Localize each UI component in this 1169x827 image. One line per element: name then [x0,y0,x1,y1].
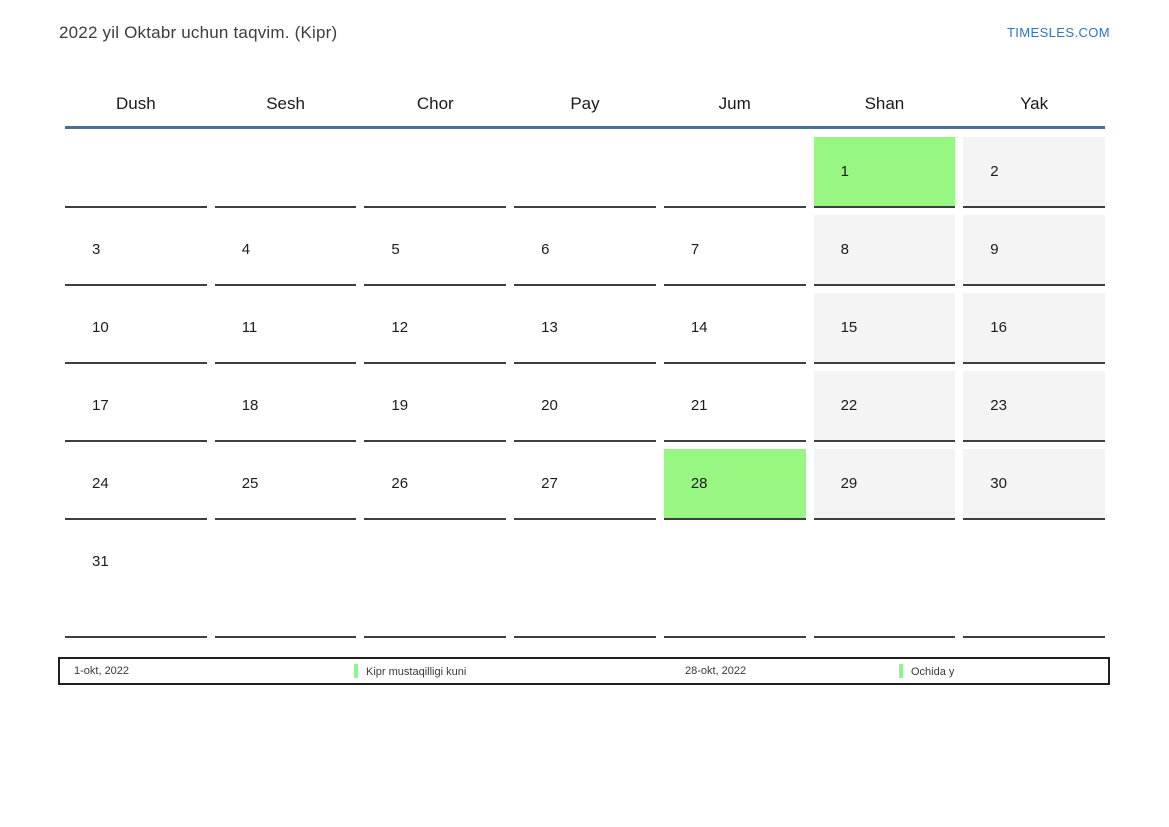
day-number: 29 [840,475,858,492]
day-cell-14: 14 [663,293,806,364]
day-cell-28: 28 [663,449,806,520]
day-number: 2 [990,163,999,180]
day-number: 7 [690,241,700,258]
day-cell-10: 10 [65,293,207,364]
day-number: 20 [541,397,558,414]
top-bar: 2022 yil Oktabr uchun taqvim. (Kipr) TIM… [0,0,1169,45]
day-cell-29: 29 [813,449,956,520]
day-number: 6 [541,241,550,258]
day-cell-31: 31 [65,527,207,638]
weekday-header-jum: Jum [718,93,751,113]
day-cell-16: 16 [963,293,1105,364]
holiday-marker-icon [899,664,903,678]
calendar-grid: 1 2 3 4 5 6 7 8 9 10 11 12 13 14 15 16 17 18 19 20 21 22 23 24 2… [65,137,1105,638]
day-cell-26: 26 [364,449,507,520]
day-number: 22 [840,397,858,414]
day-number: 16 [990,319,1007,336]
day-cell-25: 25 [214,449,357,520]
day-cell-27: 27 [514,449,656,520]
day-cell-empty [514,527,656,638]
day-number: 23 [990,397,1007,414]
day-cell-empty [214,137,357,208]
weekday-header-pay: Pay [570,93,600,113]
day-number: 21 [690,397,708,414]
day-number: 9 [990,241,999,258]
day-cell-11: 11 [214,293,357,364]
day-number: 13 [541,319,558,336]
day-cell-empty [65,137,207,208]
day-number: 1 [840,163,849,180]
day-cell-empty [364,137,507,208]
day-number: 12 [391,319,409,336]
legend-bar: 1-okt, 2022 Kipr mustaqilligi kuni 28-ok… [58,657,1110,685]
day-number: 30 [990,475,1007,492]
day-cell-empty [963,527,1105,638]
day-cell-21: 21 [663,371,806,442]
day-cell-6: 6 [514,215,656,286]
day-number: 5 [391,241,400,258]
day-number: 28 [690,475,708,492]
weekday-header-yak: Yak [1020,93,1049,113]
day-number: 26 [391,475,409,492]
weekday-header-chor: Chor [416,93,454,113]
legend-item-2: Ochida y [899,664,1108,678]
holiday-marker-icon [354,664,358,678]
day-cell-30: 30 [963,449,1105,520]
day-number: 25 [241,475,259,492]
day-number: 24 [92,475,109,492]
day-cell-empty [514,137,656,208]
weekday-header-row: Dush Sesh Chor Pay Jum Shan Yak [65,81,1105,129]
day-number: 31 [92,553,109,570]
weekday-header-shan: Shan [864,93,905,113]
day-cell-empty [364,527,507,638]
day-cell-1: 1 [813,137,956,208]
legend-item-1: Kipr mustaqilligi kuni [354,664,685,678]
day-cell-19: 19 [364,371,507,442]
page-title: 2022 yil Oktabr uchun taqvim. (Kipr) [59,23,338,42]
day-cell-2: 2 [963,137,1105,208]
day-number: 27 [541,475,558,492]
day-cell-8: 8 [813,215,956,286]
day-cell-24: 24 [65,449,207,520]
timesles-link[interactable]: TIMESLES.COM [1006,25,1110,40]
legend-date-2: 28-okt, 2022 [685,665,747,677]
legend-name-1: Kipr mustaqilligi kuni [366,666,467,678]
day-number: 17 [92,397,109,414]
day-number: 3 [92,241,101,258]
day-cell-empty [214,527,357,638]
legend-name-2: Ochida y [911,666,955,678]
day-cell-17: 17 [65,371,207,442]
day-cell-18: 18 [214,371,357,442]
day-number: 10 [92,319,109,336]
weekday-header-dush: Dush [116,93,156,113]
legend-date-1: 1-okt, 2022 [74,665,130,677]
day-number: 8 [840,241,849,258]
day-cell-12: 12 [364,293,507,364]
day-number: 14 [690,319,708,336]
day-cell-7: 7 [663,215,806,286]
day-cell-20: 20 [514,371,656,442]
day-number: 4 [241,241,251,258]
day-cell-4: 4 [214,215,357,286]
day-cell-22: 22 [813,371,956,442]
day-cell-empty [663,137,806,208]
day-cell-15: 15 [813,293,956,364]
day-number: 19 [391,397,409,414]
day-cell-9: 9 [963,215,1105,286]
day-cell-3: 3 [65,215,207,286]
day-number: 18 [241,397,259,414]
day-cell-empty [663,527,806,638]
day-number: 15 [840,319,858,336]
day-cell-5: 5 [364,215,507,286]
day-cell-13: 13 [514,293,656,364]
weekday-header-sesh: Sesh [266,93,305,113]
day-cell-empty [813,527,956,638]
day-number: 11 [241,319,258,336]
day-cell-23: 23 [963,371,1105,442]
